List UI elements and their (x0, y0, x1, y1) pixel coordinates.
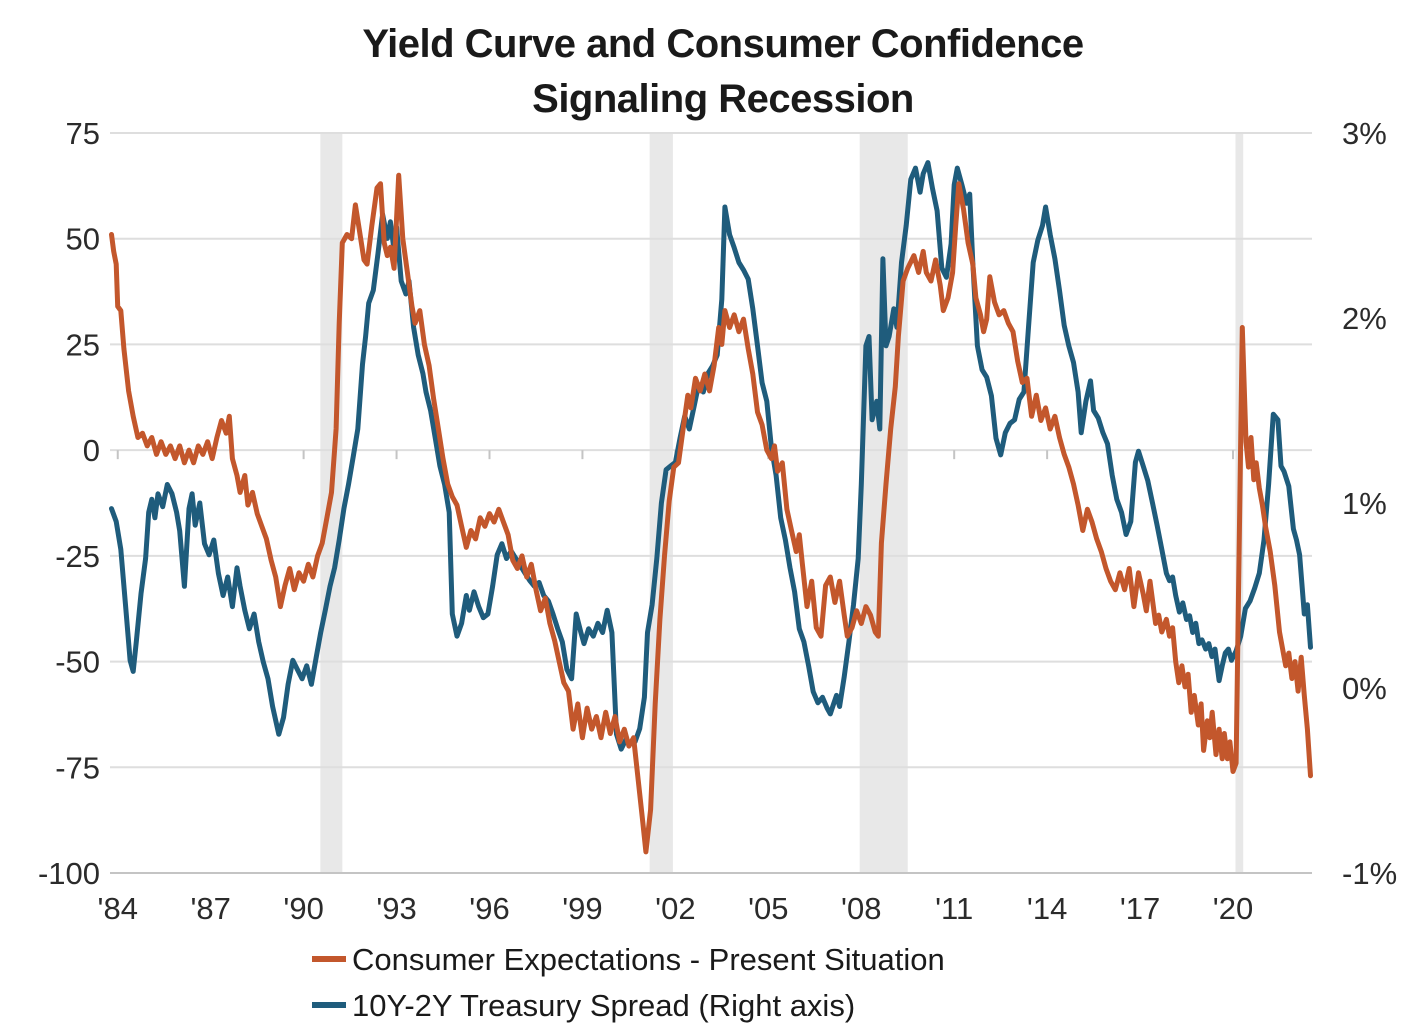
series-line-treasury-spread (109, 160, 1313, 752)
x-axis-label: '08 (841, 891, 881, 926)
x-axis-label: '11 (935, 891, 973, 926)
chart-title-line1: Yield Curve and Consumer Confidence (362, 22, 1083, 66)
y-axis-right-label: 1% (1342, 486, 1387, 521)
x-axis-label: '05 (748, 891, 788, 926)
y-axis-left-label: -50 (55, 645, 100, 680)
x-axis-label: '84 (98, 891, 138, 926)
y-axis-left-label: -75 (55, 750, 100, 785)
x-axis-label: '96 (469, 891, 509, 926)
legend-label-treasury-spread: 10Y-2Y Treasury Spread (Right axis) (352, 988, 855, 1023)
y-axis-right-label: 3% (1342, 116, 1387, 151)
legend-label-consumer-expectations: Consumer Expectations - Present Situatio… (352, 942, 945, 977)
gridlines (110, 132, 1312, 874)
y-axis-left-label: 25 (66, 327, 100, 362)
y-axis-left-label: 75 (66, 116, 100, 151)
series-line-consumer-expectations (109, 172, 1313, 855)
y-axis-right-label: 2% (1342, 301, 1387, 336)
x-axis-label: '20 (1213, 891, 1253, 926)
x-axis-label: '90 (283, 891, 323, 926)
y-axis-left-label: -25 (55, 539, 100, 574)
x-axis-label: '17 (1120, 891, 1160, 926)
data-series (109, 160, 1313, 855)
x-axis-label: '93 (376, 891, 416, 926)
x-axis-label: '99 (562, 891, 602, 926)
y-axis-right-labels: 3% 2% 1% 0% -1% (1342, 116, 1397, 891)
y-axis-left-label: 50 (66, 222, 100, 257)
chart-title-line2: Signaling Recession (532, 77, 914, 121)
legend: Consumer Expectations - Present Situatio… (312, 942, 945, 1023)
y-axis-left-label: 0 (83, 433, 100, 468)
recession-bands (320, 133, 1244, 873)
x-axis-label: '14 (1027, 891, 1067, 926)
y-axis-left-label: -100 (38, 856, 100, 891)
x-axis-labels: '84 '87 '90 '93 '96 '99 '02 '05 '08 '11 '14 '17 '20 (98, 891, 1254, 926)
y-axis-right-label: -1% (1342, 856, 1397, 891)
y-axis-left-labels: 75 50 25 0 -25 -50 -75 -100 (38, 116, 100, 891)
x-axis-label: '87 (190, 891, 230, 926)
y-axis-right-label: 0% (1342, 671, 1387, 706)
x-axis-label: '02 (655, 891, 695, 926)
